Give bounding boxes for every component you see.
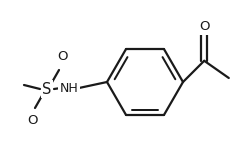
Text: O: O bbox=[199, 20, 209, 33]
Text: O: O bbox=[57, 50, 67, 64]
Text: NH: NH bbox=[60, 81, 78, 95]
Text: S: S bbox=[42, 81, 52, 97]
Text: O: O bbox=[27, 114, 37, 128]
